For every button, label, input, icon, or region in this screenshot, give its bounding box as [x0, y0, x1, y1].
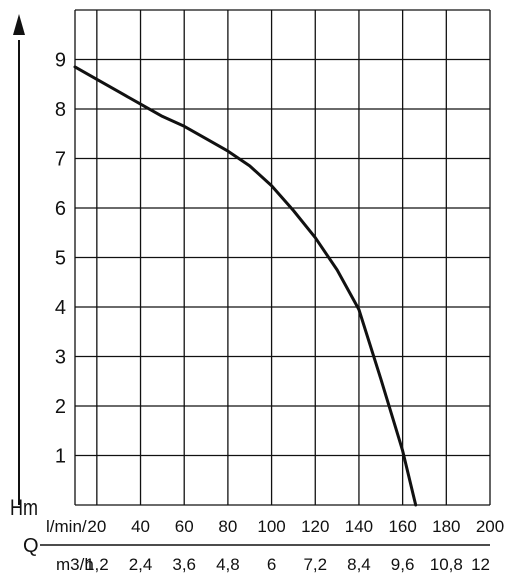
x-tick-labels-secondary: 1,2 2,4 3,6 4,8 6 7,2 8,4 9,6 10,8 12 — [85, 555, 490, 574]
x-tick-label-secondary: 2,4 — [129, 555, 153, 574]
x-tick-label-primary: 80 — [218, 517, 237, 536]
y-axis-label: Hm — [10, 495, 38, 520]
axes: Hm Q l/min/ m3/h — [10, 14, 490, 574]
grid — [74, 9, 491, 506]
y-tick-label: 6 — [55, 198, 66, 220]
x-tick-label-primary: 40 — [131, 517, 150, 536]
x-axis-label: Q — [23, 535, 39, 557]
y-tick-label: 7 — [55, 149, 66, 171]
y-tick-label: 2 — [55, 396, 66, 418]
y-axis-arrow-icon — [13, 14, 25, 35]
x-unit-secondary-label: m3/h — [56, 555, 94, 574]
x-unit-primary-label: l/min/ — [46, 517, 87, 536]
x-tick-label-secondary: 3,6 — [172, 555, 196, 574]
y-tick-label: 3 — [55, 347, 66, 369]
x-tick-label-primary: 60 — [175, 517, 194, 536]
y-tick-labels: 1 2 3 4 5 6 7 8 9 — [55, 50, 66, 468]
x-tick-label-secondary: 12 — [471, 555, 490, 574]
pump-curve-line — [73, 65, 418, 507]
y-tick-label: 4 — [55, 297, 66, 319]
x-tick-label-primary: 20 — [87, 517, 106, 536]
y-tick-label: 5 — [55, 248, 66, 270]
x-tick-label-primary: 100 — [257, 517, 285, 536]
x-tick-labels-primary: 20 40 60 80 100 120 140 160 180 200 — [87, 517, 504, 536]
series-group — [73, 65, 418, 507]
x-tick-label-secondary: 1,2 — [85, 555, 109, 574]
x-tick-label-secondary: 9,6 — [391, 555, 415, 574]
y-tick-label: 8 — [55, 99, 66, 121]
x-tick-label-secondary: 6 — [267, 555, 276, 574]
x-tick-label-primary: 200 — [476, 517, 504, 536]
y-tick-label: 9 — [55, 50, 66, 72]
x-tick-label-primary: 180 — [432, 517, 460, 536]
x-tick-label-primary: 120 — [301, 517, 329, 536]
x-tick-label-primary: 160 — [388, 517, 416, 536]
x-tick-label-secondary: 8,4 — [347, 555, 371, 574]
x-tick-label-secondary: 10,8 — [430, 555, 463, 574]
x-tick-label-secondary: 7,2 — [303, 555, 327, 574]
y-tick-label: 1 — [55, 446, 66, 468]
x-tick-label-primary: 140 — [345, 517, 373, 536]
x-tick-label-secondary: 4,8 — [216, 555, 240, 574]
